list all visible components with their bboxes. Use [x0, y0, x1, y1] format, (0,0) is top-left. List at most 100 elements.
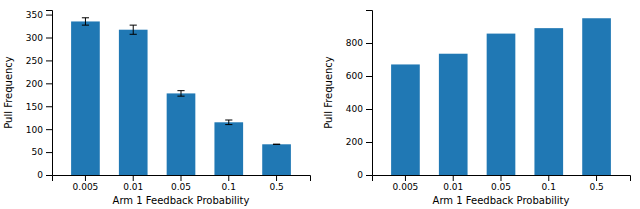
- y-axis-title: Pull Frequency: [3, 56, 14, 129]
- error-cap: [82, 25, 89, 26]
- y-tick-label: 600: [346, 71, 363, 81]
- y-tick-mark: [46, 83, 52, 84]
- x-axis: 0.005 0.01 0.05 0.1 0.5: [373, 175, 631, 192]
- x-tick-mark: [405, 175, 406, 181]
- y-tick-mark: [366, 109, 372, 110]
- y-tick-mark: [46, 15, 52, 16]
- y-tick-mark: [46, 38, 52, 39]
- x-tick-mark: [453, 175, 454, 181]
- error-line: [85, 18, 86, 25]
- y-tick: 50: [32, 147, 52, 157]
- x-tick: 0.1: [542, 175, 556, 192]
- y-tick-mark: [366, 175, 372, 176]
- error-bar: [82, 18, 89, 25]
- y-tick: 400: [346, 104, 372, 114]
- x-tick: 0.5: [589, 175, 603, 192]
- bar: [167, 93, 196, 175]
- x-tick-mark: [133, 175, 134, 181]
- y-tick: 0: [357, 170, 372, 180]
- y-tick-label: 200: [26, 79, 43, 89]
- x-tick-mark: [548, 175, 549, 181]
- y-tick-label: 250: [26, 56, 43, 66]
- x-tick-mark: [85, 175, 86, 181]
- y-axis-line: [46, 11, 53, 176]
- error-cap: [82, 17, 89, 18]
- y-axis-title: Pull Frequency: [323, 56, 334, 129]
- error-cap: [273, 144, 280, 145]
- bar: [214, 122, 243, 175]
- x-axis-line: [373, 176, 631, 182]
- panel: 0.005 0.01 0.05 0.1 0.5 0 200 400 600 800 Arm 1 Fe…: [323, 11, 631, 207]
- x-tick-mark: [228, 175, 229, 181]
- y-tick: 350: [26, 10, 52, 20]
- x-tick: 0.05: [171, 175, 191, 192]
- error-bar: [130, 25, 137, 34]
- y-tick-label: 150: [26, 102, 43, 112]
- x-tick-mark: [501, 175, 502, 181]
- y-axis-line: [366, 11, 373, 176]
- y-tick-mark: [366, 76, 372, 77]
- x-tick-label: 0.5: [589, 182, 603, 192]
- x-tick: 0.005: [73, 175, 99, 192]
- x-tick-label: 0.01: [123, 182, 143, 192]
- x-axis-title: Arm 1 Feedback Probability: [433, 195, 570, 206]
- plot-area: [391, 18, 611, 175]
- error-line: [228, 120, 229, 125]
- x-tick: 0.01: [123, 175, 143, 192]
- y-axis: 0 200 400 600 800: [346, 11, 373, 181]
- y-tick-mark: [366, 142, 372, 143]
- x-axis: 0.005 0.01 0.05 0.1 0.5: [53, 175, 311, 192]
- y-tick-label: 200: [346, 137, 363, 147]
- y-tick-label: 800: [346, 38, 363, 48]
- y-tick: 100: [26, 125, 52, 135]
- y-tick-mark: [46, 152, 52, 153]
- x-tick-label: 0.1: [222, 182, 236, 192]
- error-bar: [273, 144, 280, 145]
- y-tick: 600: [346, 71, 372, 81]
- error-line: [181, 91, 182, 97]
- y-tick-label: 400: [346, 104, 363, 114]
- x-tick: 0.05: [491, 175, 511, 192]
- x-tick-label: 0.005: [393, 182, 419, 192]
- x-tick: 0.01: [443, 175, 463, 192]
- y-tick: 0: [37, 170, 52, 180]
- x-tick-mark: [181, 175, 182, 181]
- y-tick-label: 0: [357, 170, 363, 180]
- y-tick: 300: [26, 33, 52, 43]
- y-tick: 150: [26, 102, 52, 112]
- bar: [119, 30, 148, 175]
- x-tick: 0.1: [222, 175, 236, 192]
- y-axis: 0 50 100 150 200 250 300 350: [26, 10, 53, 180]
- x-tick: 0.005: [393, 175, 419, 192]
- y-tick-mark: [46, 175, 52, 176]
- x-tick-label: 0.05: [491, 182, 511, 192]
- error-cap: [177, 90, 184, 91]
- bar: [439, 54, 468, 175]
- error-cap: [273, 144, 280, 145]
- bar: [391, 64, 420, 175]
- bar: [487, 34, 516, 175]
- y-tick: 200: [26, 79, 52, 89]
- x-axis-title: Arm 1 Feedback Probability: [113, 195, 250, 206]
- x-tick-mark: [276, 175, 277, 181]
- y-tick-label: 100: [26, 125, 43, 135]
- x-tick-label: 0.5: [269, 182, 283, 192]
- error-bar: [177, 91, 184, 97]
- y-tick: 200: [346, 137, 372, 147]
- y-tick-mark: [46, 60, 52, 61]
- bar: [262, 144, 291, 175]
- y-tick-label: 0: [37, 170, 43, 180]
- panel: 0.005 0.01 0.05 0.1 0.5 0 50 100 150 200 250 300 350…: [3, 10, 311, 206]
- x-tick-mark: [596, 175, 597, 181]
- y-tick: 250: [26, 56, 52, 66]
- error-cap: [225, 124, 232, 125]
- plot-area: [71, 18, 291, 175]
- x-tick-label: 0.1: [542, 182, 556, 192]
- error-line: [133, 25, 134, 34]
- y-tick-mark: [46, 129, 52, 130]
- x-tick: 0.5: [269, 175, 283, 192]
- y-tick-label: 50: [32, 147, 44, 157]
- y-tick-mark: [46, 106, 52, 107]
- bar: [71, 21, 100, 175]
- error-cap: [177, 96, 184, 97]
